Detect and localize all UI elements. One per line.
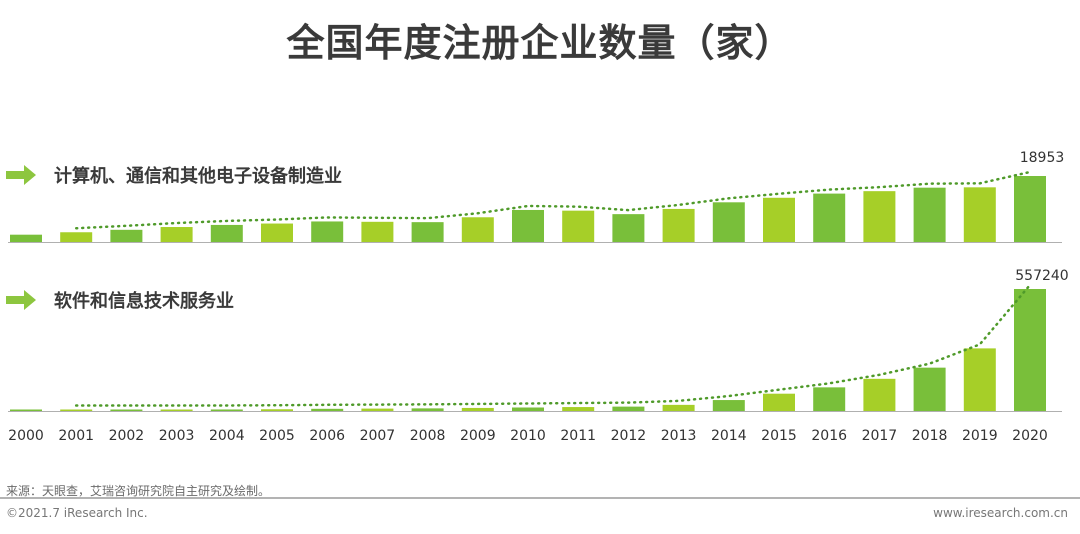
x-tick-label-2001: 2001 xyxy=(58,428,94,444)
series-2-bar-2008 xyxy=(411,408,444,411)
x-tick-label-2008: 2008 xyxy=(410,428,446,444)
series-2-bar-2014 xyxy=(712,400,745,411)
series-1-bar-2019 xyxy=(963,187,996,242)
series-1-bar-2012 xyxy=(612,214,645,242)
series-1-bar-2015 xyxy=(763,197,795,242)
series-2-bar-2004 xyxy=(210,409,243,411)
series-1-bar-2005 xyxy=(261,223,293,242)
series-1-label: 计算机、通信和其他电子设备制造业 xyxy=(54,165,342,187)
series-2-bar-2020 xyxy=(1014,289,1046,411)
x-tick-label-2016: 2016 xyxy=(811,428,847,444)
series-1-bar-2016 xyxy=(813,193,846,242)
series-2-bar-2002 xyxy=(110,409,143,411)
x-tick-label-2004: 2004 xyxy=(209,428,245,444)
footer-divider xyxy=(0,497,1080,499)
series-2-bar-2010 xyxy=(512,407,544,411)
series-1-bar-2002 xyxy=(110,229,143,242)
series-1-bar-2000 xyxy=(10,234,42,242)
series-1-bar-2014 xyxy=(712,202,745,242)
series-2-bar-2000 xyxy=(10,409,42,411)
series-2-end-value-label: 557240 xyxy=(1015,268,1068,284)
x-tick-label-2018: 2018 xyxy=(912,428,948,444)
x-tick-label-2003: 2003 xyxy=(159,428,195,444)
series-1-bar-2003 xyxy=(160,227,193,242)
x-tick-label-2000: 2000 xyxy=(8,428,44,444)
x-tick-label-2017: 2017 xyxy=(862,428,898,444)
x-tick-label-2011: 2011 xyxy=(560,428,596,444)
series-2-arrow-icon xyxy=(6,290,36,310)
series-2-bar-2016 xyxy=(813,387,846,411)
series-1-bar-2006 xyxy=(311,221,344,242)
series-1-bar-2001 xyxy=(60,232,93,242)
series-2-bar-2018 xyxy=(913,367,946,411)
x-tick-label-2012: 2012 xyxy=(611,428,647,444)
x-tick-label-2019: 2019 xyxy=(962,428,998,444)
x-tick-label-2020: 2020 xyxy=(1012,428,1048,444)
x-tick-label-2005: 2005 xyxy=(259,428,295,444)
series-2-bar-2013 xyxy=(662,404,695,411)
series-1-bar-2008 xyxy=(411,222,444,242)
series-1-end-value-label: 18953 xyxy=(1020,150,1065,166)
series-2-bar-2001 xyxy=(60,409,93,411)
series-2-bar-2003 xyxy=(160,409,193,411)
chart-title: 全国年度注册企业数量（家） xyxy=(286,21,794,65)
series-2-bar-2015 xyxy=(763,393,795,411)
series-2-bar-2017 xyxy=(863,378,896,411)
series-1-trend-line xyxy=(74,170,1032,230)
x-tick-label-2010: 2010 xyxy=(510,428,546,444)
series-2-bar-2005 xyxy=(261,409,293,411)
series-2-label: 软件和信息技术服务业 xyxy=(54,290,234,312)
site-url-link[interactable]: www.iresearch.com.cn xyxy=(933,506,1068,520)
series-1-bar-2020 xyxy=(1014,176,1046,242)
x-tick-label-2002: 2002 xyxy=(109,428,145,444)
series-1-bar-2017 xyxy=(863,191,896,242)
series-1-bar-2009 xyxy=(461,217,494,242)
series-1-bar-2018 xyxy=(913,187,946,242)
x-tick-label-2007: 2007 xyxy=(360,428,396,444)
series-2-bar-2012 xyxy=(612,406,645,411)
series-2-bar-2011 xyxy=(562,407,595,411)
x-tick-label-2006: 2006 xyxy=(309,428,345,444)
series-1-bar-2004 xyxy=(210,224,243,242)
series-1-arrow-icon xyxy=(6,165,36,185)
copyright-text: ©2021.7 iResearch Inc. xyxy=(6,506,148,520)
series-2-bar-2009 xyxy=(461,407,494,411)
x-tick-label-2014: 2014 xyxy=(711,428,747,444)
source-note: 来源：天眼查，艾瑞咨询研究院自主研究及绘制。 xyxy=(6,484,271,498)
x-tick-label-2013: 2013 xyxy=(661,428,697,444)
series-2-bar-2006 xyxy=(311,408,344,411)
series-1-bar-2011 xyxy=(562,210,595,242)
x-tick-label-2009: 2009 xyxy=(460,428,496,444)
series-1-bar-2013 xyxy=(662,208,695,242)
series-2-bar-2019 xyxy=(963,348,996,411)
x-tick-label-2015: 2015 xyxy=(761,428,797,444)
series-2-bar-2007 xyxy=(361,408,394,411)
series-1-bar-2010 xyxy=(512,209,544,242)
series-1-bar-2007 xyxy=(361,221,394,242)
chart-plot: 计算机、通信和其他电子设备制造业 18953 软件和信息技术服务业 557240 200… xyxy=(6,150,1069,444)
